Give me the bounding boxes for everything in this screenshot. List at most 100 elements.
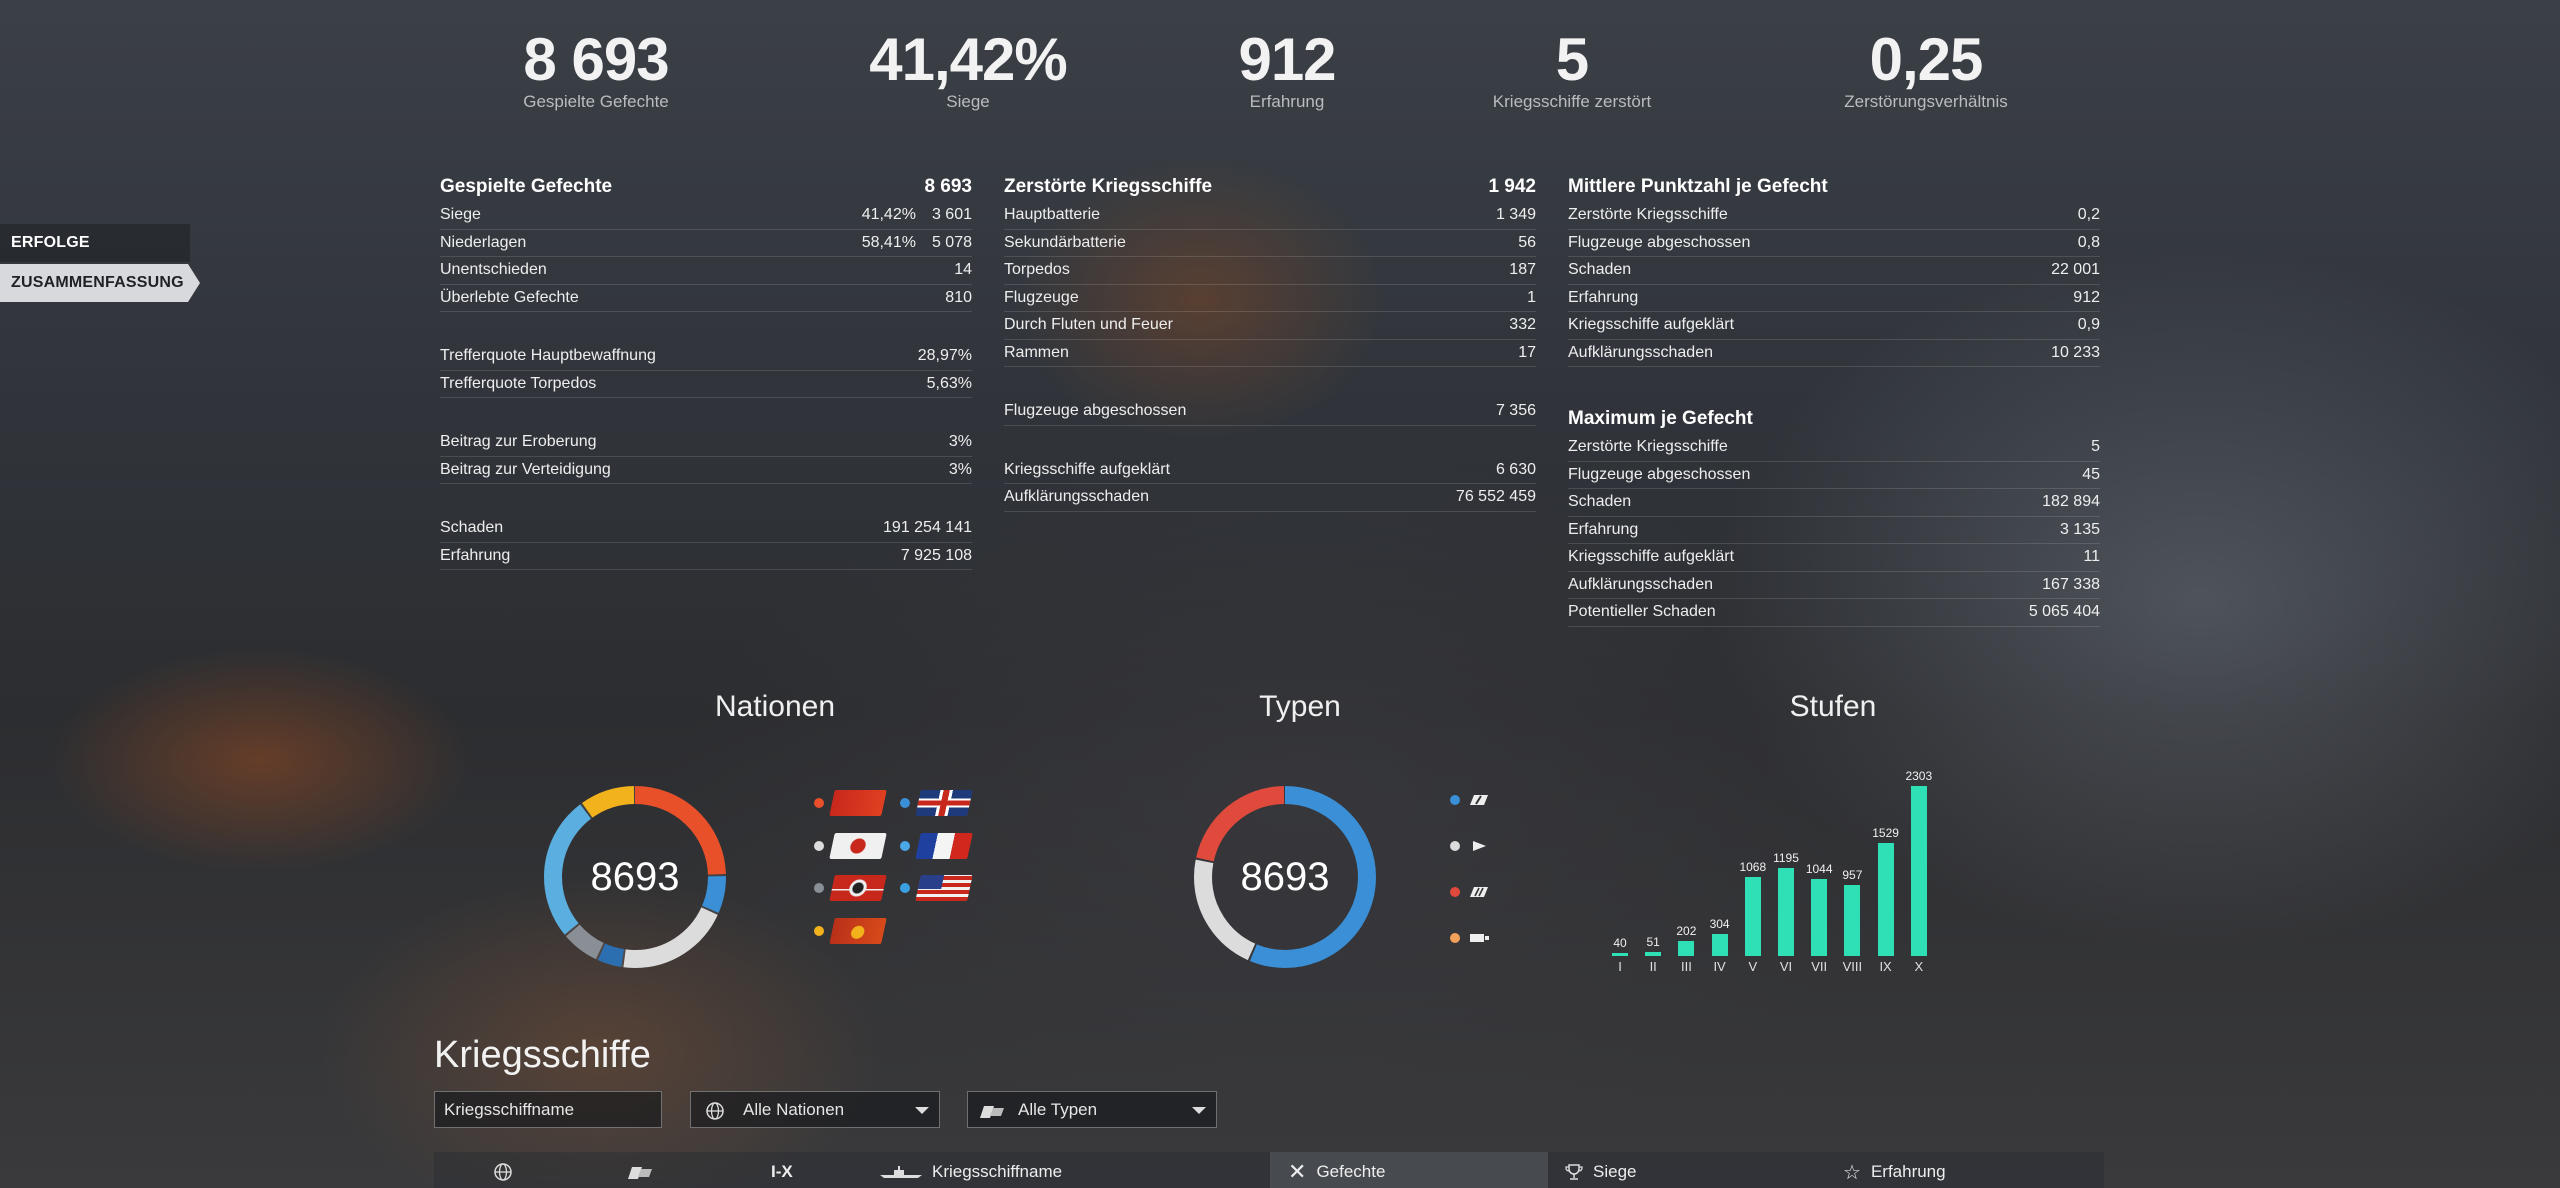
types-title: Typen — [1259, 690, 1341, 723]
stat-row: Schaden 182 894 — [1568, 489, 2100, 517]
type-filter-select[interactable]: Alle Typen — [967, 1091, 1217, 1128]
japan-flag-icon — [829, 833, 887, 859]
column-type[interactable] — [626, 1156, 656, 1188]
stat-label: Flugzeuge abgeschossen — [1568, 233, 1751, 251]
legend-dot — [814, 926, 824, 936]
stat-percent: 58,41% — [861, 233, 916, 251]
column-label: Gefechte — [1316, 1162, 1386, 1181]
column-tier[interactable]: I-X — [771, 1162, 793, 1181]
tier-axis-label: II — [1649, 959, 1657, 974]
summary-value: 41,42% — [869, 26, 1067, 93]
summary-value: 0,25 — [1869, 26, 1984, 93]
maximum-block: Maximum je Gefecht Zerstörte Kriegsschif… — [1568, 404, 2100, 627]
stat-row: Rammen 17 — [1004, 340, 1536, 367]
stat-value: 167 338 — [2042, 575, 2100, 593]
stat-value: 332 — [1509, 316, 1536, 334]
stat-row: Flugzeuge abgeschossen 0,8 — [1568, 230, 2100, 257]
stat-row: Torpedos 187 — [1004, 257, 1536, 285]
stat-label: Aufklärungsschaden — [1004, 488, 1149, 506]
stat-value: 1 349 — [1495, 206, 1536, 224]
stat-row: Unentschieden 14 — [440, 257, 972, 285]
nations-donut-center: 8693 — [590, 854, 680, 899]
stat-row: Flugzeuge abgeschossen 7 356 — [1004, 398, 1536, 426]
table-header-bar — [434, 1152, 2104, 1188]
stat-row: Aufklärungsschaden 76 552 459 — [1004, 484, 1536, 512]
legend-dot — [900, 883, 910, 893]
column-label: Siege — [1593, 1162, 1637, 1181]
stat-value: 5 — [2091, 438, 2100, 456]
stat-row: Niederlagen 58,41% 5 078 — [440, 230, 972, 257]
column-battles[interactable]: ✕ Gefechte — [1288, 1156, 1385, 1188]
legend-ussr — [814, 790, 887, 816]
stat-value: 10 233 — [2051, 343, 2100, 361]
stat-label: Schaden — [1568, 261, 1632, 279]
stat-label: Zerstörte Kriegsschiffe — [1568, 438, 1728, 456]
nav-achievements[interactable]: ERFOLGE — [0, 224, 190, 262]
stat-label: Überlebte Gefechte — [440, 288, 579, 306]
stat-value: 1 — [1527, 288, 1536, 306]
stat-value: 28,97% — [917, 347, 972, 365]
usa-flag-icon — [915, 875, 973, 901]
stat-label: Zerstörte Kriegsschiffe — [1568, 206, 1728, 224]
stat-row: Beitrag zur Eroberung 3% — [440, 429, 972, 457]
column-label: Erfahrung — [1870, 1162, 1946, 1181]
legend-pan-asia — [814, 918, 887, 944]
nation-filter-select[interactable]: Alle Nationen — [690, 1091, 940, 1128]
stat-row: Kriegsschiffe aufgeklärt 6 630 — [1004, 457, 1536, 484]
stat-row: Aufklärungsschaden 10 233 — [1568, 340, 2100, 367]
summary-label: Kriegsschiffe zerstört — [1492, 92, 1652, 111]
column-ship-name[interactable]: Kriegsschiffname — [880, 1156, 1062, 1188]
stat-label: Trefferquote Torpedos — [440, 374, 597, 392]
stat-label: Unentschieden — [440, 261, 547, 279]
column-nation[interactable] — [493, 1156, 513, 1188]
stat-value: 5 065 404 — [2028, 603, 2100, 621]
stat-label: Aufklärungsschaden — [1568, 343, 1713, 361]
stat-value: 810 — [945, 288, 972, 306]
globe-icon — [706, 1102, 724, 1120]
types-donut-center: 8693 — [1240, 854, 1330, 899]
column-wins[interactable]: Siege — [1565, 1156, 1636, 1188]
stat-value: 5 078 — [931, 233, 972, 251]
summary-label: Siege — [946, 92, 990, 111]
column-xp[interactable]: ☆ Erfahrung — [1843, 1156, 1946, 1188]
stat-label: Trefferquote Hauptbewaffnung — [440, 347, 656, 365]
block-title: Maximum je Gefecht — [1568, 408, 1753, 429]
stat-value: 17 — [1518, 343, 1536, 361]
stat-row: Sekundärbatterie 56 — [1004, 230, 1536, 257]
stat-label: Flugzeuge — [1004, 288, 1079, 306]
battles-block: Gespielte Gefechte 8 693 Siege 41,42% 3 601… — [440, 172, 972, 570]
ship-types-icon — [628, 1167, 652, 1179]
tiers-title: Stufen — [1789, 690, 1877, 723]
legend-uk — [900, 790, 973, 816]
ship-types-icon — [980, 1106, 1004, 1118]
stat-row: Erfahrung 3 135 — [1568, 517, 2100, 544]
stat-label: Flugzeuge abgeschossen — [1004, 402, 1187, 420]
legend-cruiser — [1450, 793, 1490, 807]
stat-value: 11 — [2083, 548, 2100, 566]
battleship-icon — [1470, 887, 1488, 897]
block-total: 8 693 — [924, 176, 972, 197]
stat-value: 7 356 — [1495, 402, 1536, 420]
legend-dot — [1450, 933, 1460, 943]
legend-dot — [1450, 795, 1460, 805]
stat-value: 3 601 — [931, 206, 972, 224]
tier-bar — [1877, 843, 1894, 956]
globe-icon — [494, 1163, 512, 1181]
tier-bar — [1778, 867, 1794, 956]
stat-row: Schaden 22 001 — [1568, 257, 2100, 285]
stat-row: Schaden 191 254 141 — [440, 515, 972, 543]
type-filter-value: Alle Typen — [1018, 1099, 1098, 1119]
ship-name-search-input[interactable]: Kriegsschiffname — [434, 1091, 662, 1128]
legend-destroyer — [1450, 839, 1490, 853]
nation-filter-value: Alle Nationen — [743, 1099, 845, 1119]
chevron-down-icon — [1192, 1107, 1206, 1114]
nav-summary[interactable]: ZUSAMMENFASSUNG — [0, 264, 200, 302]
summary-label: Erfahrung — [1249, 92, 1325, 111]
tier-axis-label: VI — [1779, 959, 1793, 974]
stat-value: 22 001 — [2051, 261, 2100, 279]
tier-bar-value: 2303 — [1905, 769, 1933, 783]
summary-label: Gespielte Gefechte — [523, 92, 669, 111]
tier-axis-label: VII — [1811, 959, 1828, 974]
block-header: Zerstörte Kriegsschiffe 1 942 — [1004, 172, 1536, 202]
tier-bar-value: 1529 — [1872, 826, 1899, 841]
